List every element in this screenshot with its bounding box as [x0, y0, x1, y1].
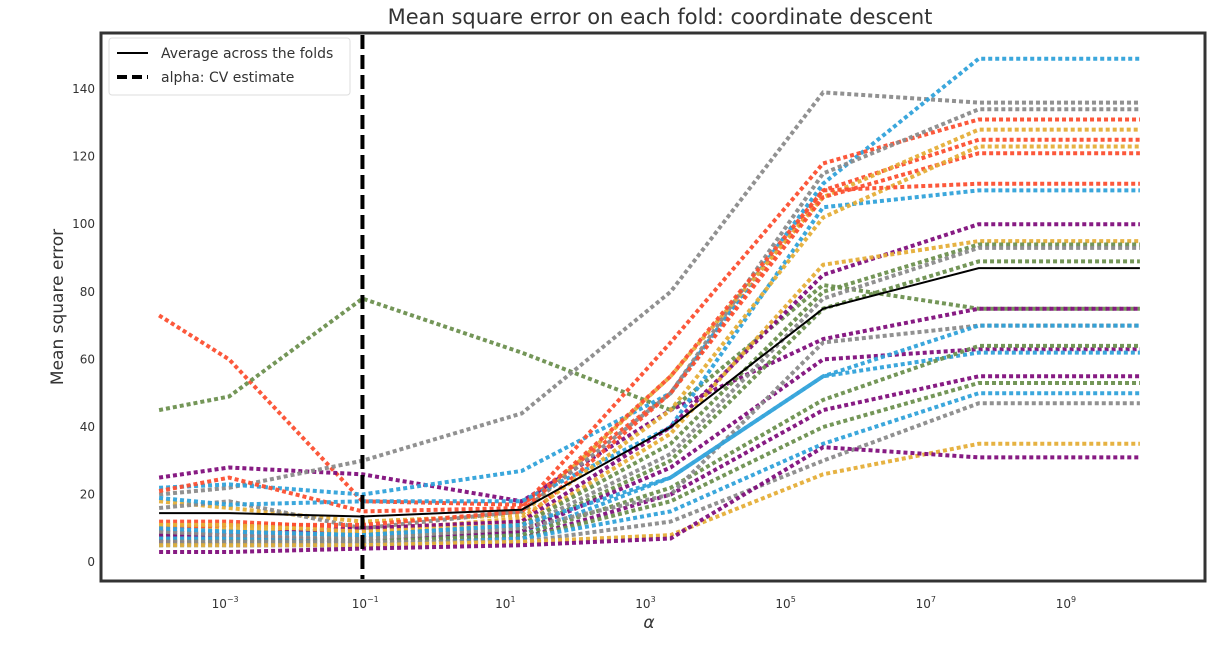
y-tick-label: 120: [72, 150, 95, 164]
fold-line-5: [159, 56, 1140, 497]
fold-line-9: [158, 188, 1140, 507]
x-axis-label: α: [643, 613, 654, 633]
x-tick-label: 10−1: [352, 595, 379, 611]
x-tick-label: 105: [775, 595, 795, 611]
legend-label-cv: alpha: CV estimate: [161, 70, 294, 86]
fold-line-26: [159, 445, 1140, 554]
x-axis-ticks: 10−3 10−1 101 103 105 107 109: [212, 595, 1076, 611]
legend-box: [108, 37, 351, 96]
fold-line-24: [159, 401, 1140, 544]
x-tick-label: 107: [916, 595, 936, 611]
y-tick-label: 80: [80, 285, 95, 299]
y-tick-label: 140: [72, 82, 95, 96]
y-tick-label: 0: [87, 555, 95, 569]
y-axis-label: Mean square error: [48, 229, 68, 385]
y-tick-label: 20: [80, 488, 95, 502]
x-tick-exponent: 7: [931, 595, 936, 604]
legend-label-average: Average across the folds: [161, 46, 333, 62]
chart-title: Mean square error on each fold: coordina…: [388, 5, 933, 29]
fold-line-12: [159, 181, 1140, 531]
x-tick-label: 10−3: [212, 595, 239, 611]
series-layer: [158, 56, 1140, 554]
x-tick-exponent: 5: [791, 595, 796, 604]
fold-line-28: [159, 323, 1140, 538]
fold-line-10: [159, 151, 1140, 531]
y-tick-label: 100: [72, 217, 95, 231]
fold-line-2: [158, 282, 1140, 413]
y-tick-label: 60: [80, 352, 95, 366]
fold-line-14: [159, 239, 1140, 534]
plot-frame: [99, 31, 1207, 583]
fold-line-11: [159, 144, 1140, 534]
fold-line-27: [159, 323, 1140, 541]
fold-line-19: [159, 350, 1140, 544]
x-tick-exponent: 3: [651, 595, 656, 604]
x-tick-exponent: −3: [227, 595, 239, 604]
fold-line-6: [158, 117, 1140, 514]
x-tick-label: 103: [635, 595, 655, 611]
y-tick-label: 40: [80, 420, 95, 434]
x-tick-label: 101: [495, 595, 515, 611]
average-line: [159, 267, 1140, 518]
fold-line-25: [159, 441, 1140, 548]
x-tick-exponent: 9: [1071, 595, 1076, 604]
fold-line-3: [158, 306, 1140, 504]
x-tick-exponent: 1: [510, 595, 515, 604]
x-tick-label: 109: [1056, 595, 1076, 611]
x-tick-exponent: −1: [367, 595, 379, 604]
y-axis-ticks: 0 20 40 60 80 100 120 140: [72, 82, 95, 569]
legend: Average across the folds alpha: CV estim…: [108, 37, 351, 96]
fold-line-1: [158, 137, 1140, 507]
